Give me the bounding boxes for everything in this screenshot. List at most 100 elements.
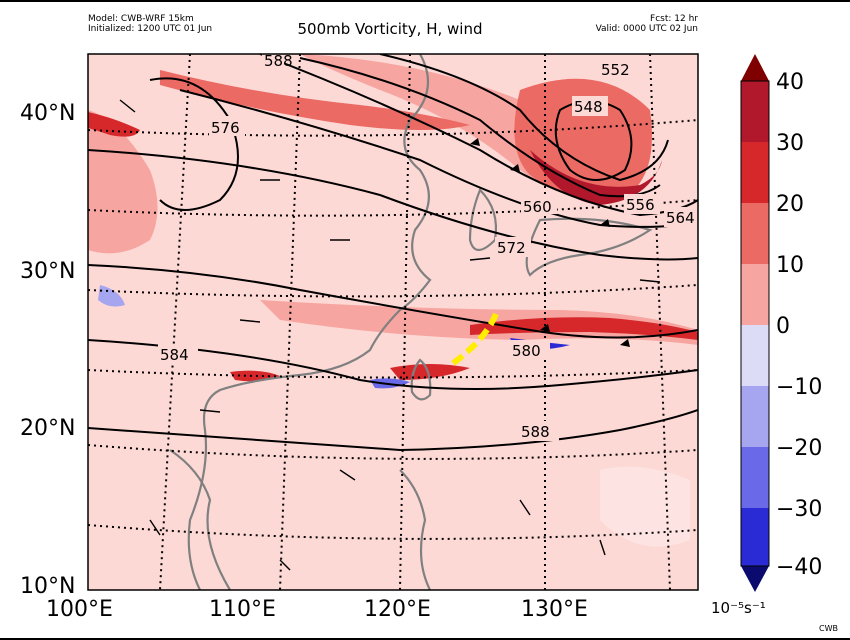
height-contour-584 (88, 339, 698, 390)
map-plot-area: 588 576 552 548 560 556 564 572 584 580 … (88, 52, 698, 590)
front-mark (510, 164, 520, 172)
lat-label-40n: 40°N (20, 101, 75, 126)
contour-label-bg (262, 54, 284, 68)
lat-label-20n: 20°N (20, 416, 75, 441)
height-contour-556 (299, 57, 661, 198)
wind-barb (199, 409, 221, 413)
map-title: 500mb Vorticity, H, wind (297, 20, 483, 38)
contour-label-bg (572, 96, 608, 116)
valid-label: Valid: 0000 UTC 02 Jun (595, 24, 698, 34)
vorticity-streak-north (160, 70, 470, 130)
contour-label: 564 (666, 209, 695, 227)
credit-label: CWB (819, 624, 838, 633)
colorbar-segment (741, 447, 769, 508)
contour-label-bg (521, 196, 557, 214)
contour-label: 588 (521, 423, 550, 441)
philippines-coastline (399, 469, 431, 590)
model-info: Model: CWB-WRF 15km Initialized: 1200 UT… (88, 14, 212, 34)
colorbar-tick-label: −40 (776, 555, 822, 580)
contour-label: 580 (512, 342, 541, 360)
height-contour-564 (179, 89, 698, 228)
colorbar-ticks: 40 30 20 10 0 −10 −20 −30 −40 (776, 70, 822, 580)
contour-label-bg (599, 60, 635, 78)
contour-label-bg (510, 340, 550, 360)
front-mark (620, 339, 630, 347)
axis-labels: 40°N 30°N 20°N 10°N 100°E 110°E 120°E 13… (20, 101, 588, 622)
height-contour-552 (379, 54, 669, 182)
lon-label-120e: 120°E (364, 597, 431, 622)
colorbar-segment (741, 203, 769, 264)
contour-label-bg (519, 421, 559, 441)
colorbar-tick-label: −30 (776, 497, 822, 522)
contour-label: 576 (211, 119, 240, 137)
contour-label: 556 (626, 196, 655, 214)
forecast-label: Fcst: 12 hr (650, 14, 698, 24)
vorticity-band-west (88, 110, 158, 254)
contour-label: 588 (264, 52, 293, 70)
contour-label: 560 (523, 198, 552, 216)
korea-coastline (468, 188, 498, 252)
contour-label-bg (495, 237, 531, 257)
wind-barb (639, 279, 661, 283)
front-mark (540, 324, 550, 332)
lat-label-10n: 10°N (20, 574, 75, 599)
colorbar-tick-label: 30 (776, 131, 804, 156)
colorbar-segment (741, 142, 769, 203)
wind-barb (599, 539, 606, 556)
lon-label-100e: 100°E (46, 597, 113, 622)
lon-label-110e: 110°E (209, 597, 276, 622)
colorbar-tick-label: −20 (776, 436, 822, 461)
shear-axis-highlight (450, 312, 499, 367)
front-mark (470, 138, 480, 146)
colorbar-tick-label: 10 (776, 253, 804, 278)
contour-label-bg (209, 116, 245, 136)
colorbar-segment (741, 81, 769, 142)
colorbar-tick-label: 20 (776, 192, 804, 217)
wind-barb (119, 99, 136, 113)
negative-vorticity-patch-west (98, 285, 125, 307)
taiwan-coastline (410, 358, 432, 401)
top-border (0, 0, 850, 2)
colorbar-segment (741, 264, 769, 325)
initialized-label: Initialized: 1200 UTC 01 Jun (88, 24, 213, 34)
height-contour-580 (88, 264, 698, 339)
indochina-coastline (169, 449, 231, 590)
wind-barb (339, 469, 356, 481)
colorbar: 40 30 20 10 0 −10 −20 −30 −40 10⁻⁵s⁻¹ (711, 54, 822, 617)
wind-barb (469, 257, 491, 261)
contour-label-group: 588 576 552 548 560 556 564 572 584 580 … (158, 52, 698, 441)
colorbar-extend-bottom (741, 566, 769, 592)
colorbar-segment (741, 386, 769, 447)
contour-label: 548 (574, 98, 603, 116)
lat-label-30n: 30°N (20, 259, 75, 284)
contour-label: 552 (601, 61, 630, 79)
forecast-info: Fcst: 12 hr Valid: 0000 UTC 02 Jun (560, 14, 698, 34)
contour-label-bg (158, 344, 198, 364)
contour-label-bg (664, 207, 698, 227)
bottom-border (0, 638, 850, 640)
colorbar-tick-label: −10 (776, 375, 822, 400)
wind-barb (519, 499, 531, 516)
colorbar-segment (741, 508, 769, 566)
lon-label-130e: 130°E (521, 597, 588, 622)
wind-barbs (119, 99, 661, 571)
contour-label-bg (624, 194, 660, 214)
map-frame (87, 53, 699, 591)
wind-barb (149, 519, 161, 536)
height-contour-588 (88, 409, 698, 452)
vorticity-band-tropics (90, 440, 300, 456)
colorbar-extend-top (741, 54, 769, 81)
height-contour-576 (149, 77, 239, 211)
colorbar-unit-label: 10⁻⁵s⁻¹ (711, 599, 766, 617)
china-coastline (187, 54, 432, 590)
contour-label: 572 (497, 239, 526, 257)
wind-barb (239, 319, 261, 323)
colorbar-segment (741, 325, 769, 386)
vorticity-shear-core (470, 317, 698, 340)
wind-barb (279, 559, 291, 571)
contour-label: 584 (160, 346, 189, 364)
front-marks (470, 138, 630, 347)
colorbar-tick-label: 0 (776, 314, 790, 339)
model-label: Model: CWB-WRF 15km (88, 14, 194, 24)
